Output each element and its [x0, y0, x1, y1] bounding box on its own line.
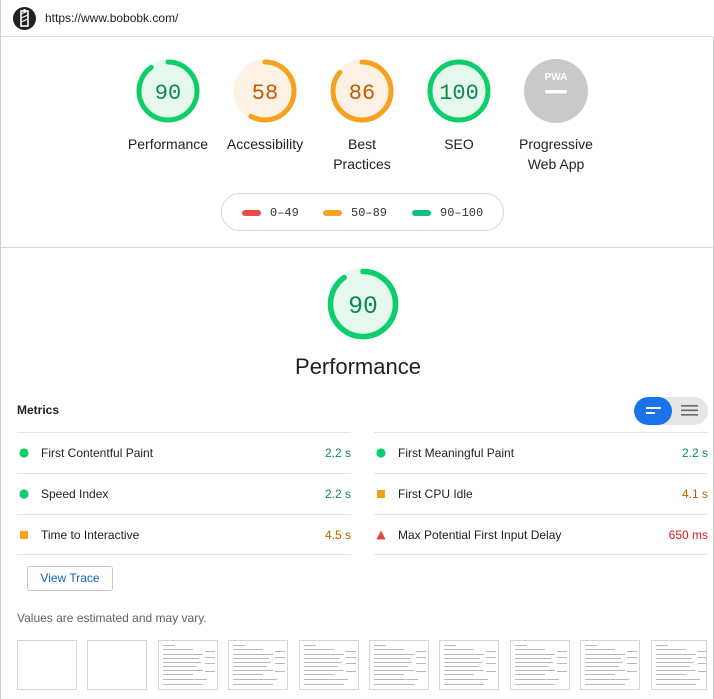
metric-name: First Contentful Paint: [41, 446, 154, 460]
legend-swatch: [323, 210, 342, 216]
gauge-ring: PWA: [524, 59, 588, 123]
pwa-badge-icon: PWA: [545, 72, 568, 83]
filmstrip: [17, 640, 714, 690]
metric-name: Speed Index: [41, 487, 109, 501]
metrics-heading: Metrics: [17, 403, 60, 417]
legend-range: 50–89: [351, 206, 388, 220]
legend-range: 0–49: [270, 206, 299, 220]
metric-row: Speed Index 2.2 s: [17, 473, 351, 514]
filmstrip-frame: [580, 640, 641, 690]
metric-value: 4.1 s: [681, 487, 708, 501]
gauge-label: Performance: [127, 136, 209, 152]
category-gauge-accessibility[interactable]: 58 Accessibility: [210, 58, 320, 154]
average-square-icon: [20, 531, 28, 539]
metrics-column-left: First Contentful Paint 2.2 s Speed Index 2.…: [17, 432, 351, 555]
gauge-ring: 90: [327, 268, 399, 340]
expanded-view-button[interactable]: [672, 397, 708, 425]
metrics-column-right: First Meaningful Paint 2.2 s First CPU Idl…: [374, 432, 708, 555]
filmstrip-frame: [650, 640, 707, 690]
pass-circle-icon: [19, 489, 29, 499]
filmstrip-frame: [369, 640, 429, 690]
gauge-score: 58: [252, 81, 278, 106]
metrics-view-toggle[interactable]: [634, 397, 708, 425]
filmstrip-frame: [439, 640, 500, 690]
lighthouse-logo-icon: [13, 7, 36, 30]
metric-name: First Meaningful Paint: [398, 446, 515, 460]
gauge-label: Accessibility: [226, 136, 304, 152]
metric-value: 2.2 s: [324, 487, 351, 501]
filmstrip-frame: [157, 640, 218, 690]
category-gauge-progressive-web-app[interactable]: PWA Progressive Web App: [501, 58, 611, 174]
metric-row: Time to Interactive 4.5 s: [17, 514, 351, 555]
score-legend: 0–49 50–89 90–100: [221, 193, 504, 231]
gauge-score: 90: [348, 293, 378, 321]
filmstrip-frame: [87, 640, 148, 690]
pass-circle-icon: [376, 448, 386, 458]
estimate-note: Values are estimated and may vary.: [17, 611, 207, 625]
metric-name: First CPU Idle: [398, 487, 473, 501]
metric-name: Max Potential First Input Delay: [398, 528, 562, 542]
gauge-ring: 100: [427, 59, 491, 123]
performance-gauge-large: 90: [308, 267, 418, 341]
metric-row: First Contentful Paint 2.2 s: [17, 432, 351, 473]
expanded-view-icon: [681, 405, 698, 416]
category-gauge-seo[interactable]: 100 SEO: [404, 58, 514, 154]
gauge-score: 90: [155, 81, 181, 106]
gauge-label: Progressive Web App: [519, 136, 593, 172]
gauge-arc: [233, 59, 297, 123]
fail-triangle-icon: [376, 530, 386, 540]
gauge-score: 86: [349, 81, 375, 106]
category-gauge-best-practices[interactable]: 86 Best Practices: [307, 58, 417, 174]
filmstrip-frame: [298, 640, 359, 690]
gauge-ring: 90: [136, 59, 200, 123]
average-square-icon: [377, 490, 385, 498]
metric-value: 650 ms: [668, 528, 708, 542]
performance-category-title: Performance: [295, 354, 421, 379]
metric-row: First Meaningful Paint 2.2 s: [374, 432, 708, 473]
legend-swatch: [242, 210, 261, 216]
gauge-label: Best Practices: [333, 136, 391, 172]
gauge-arc: [136, 59, 200, 123]
section-divider: [1, 247, 714, 248]
metric-row: Max Potential First Input Delay 650 ms: [374, 514, 708, 555]
metric-value: 2.2 s: [681, 446, 708, 460]
metric-name: Time to Interactive: [41, 528, 140, 542]
compact-view-button[interactable]: [634, 397, 672, 425]
legend-swatch: [412, 210, 431, 216]
filmstrip-frame: [509, 640, 570, 690]
url-bar: https://www.bobobk.com/: [1, 0, 714, 37]
filmstrip-frame: [17, 640, 77, 690]
gauge-ring: 58: [233, 59, 297, 123]
filmstrip-frame: [228, 640, 289, 690]
gauge-label: SEO: [444, 136, 474, 152]
gauge-arc: [427, 59, 491, 123]
gauge-ring: 86: [330, 59, 394, 123]
metric-value: 4.5 s: [324, 528, 351, 542]
compact-view-icon: [646, 407, 661, 414]
gauge-arc: [327, 268, 399, 340]
metric-value: 2.2 s: [324, 446, 351, 460]
category-gauge-performance[interactable]: 90 Performance: [113, 58, 223, 154]
view-trace-button[interactable]: View Trace: [27, 566, 113, 591]
legend-range: 90–100: [440, 206, 484, 220]
pass-circle-icon: [19, 448, 29, 458]
metric-row: First CPU Idle 4.1 s: [374, 473, 708, 514]
page-url[interactable]: https://www.bobobk.com/: [45, 11, 179, 25]
gauge-score: 100: [439, 81, 479, 106]
gauge-arc: [330, 59, 394, 123]
